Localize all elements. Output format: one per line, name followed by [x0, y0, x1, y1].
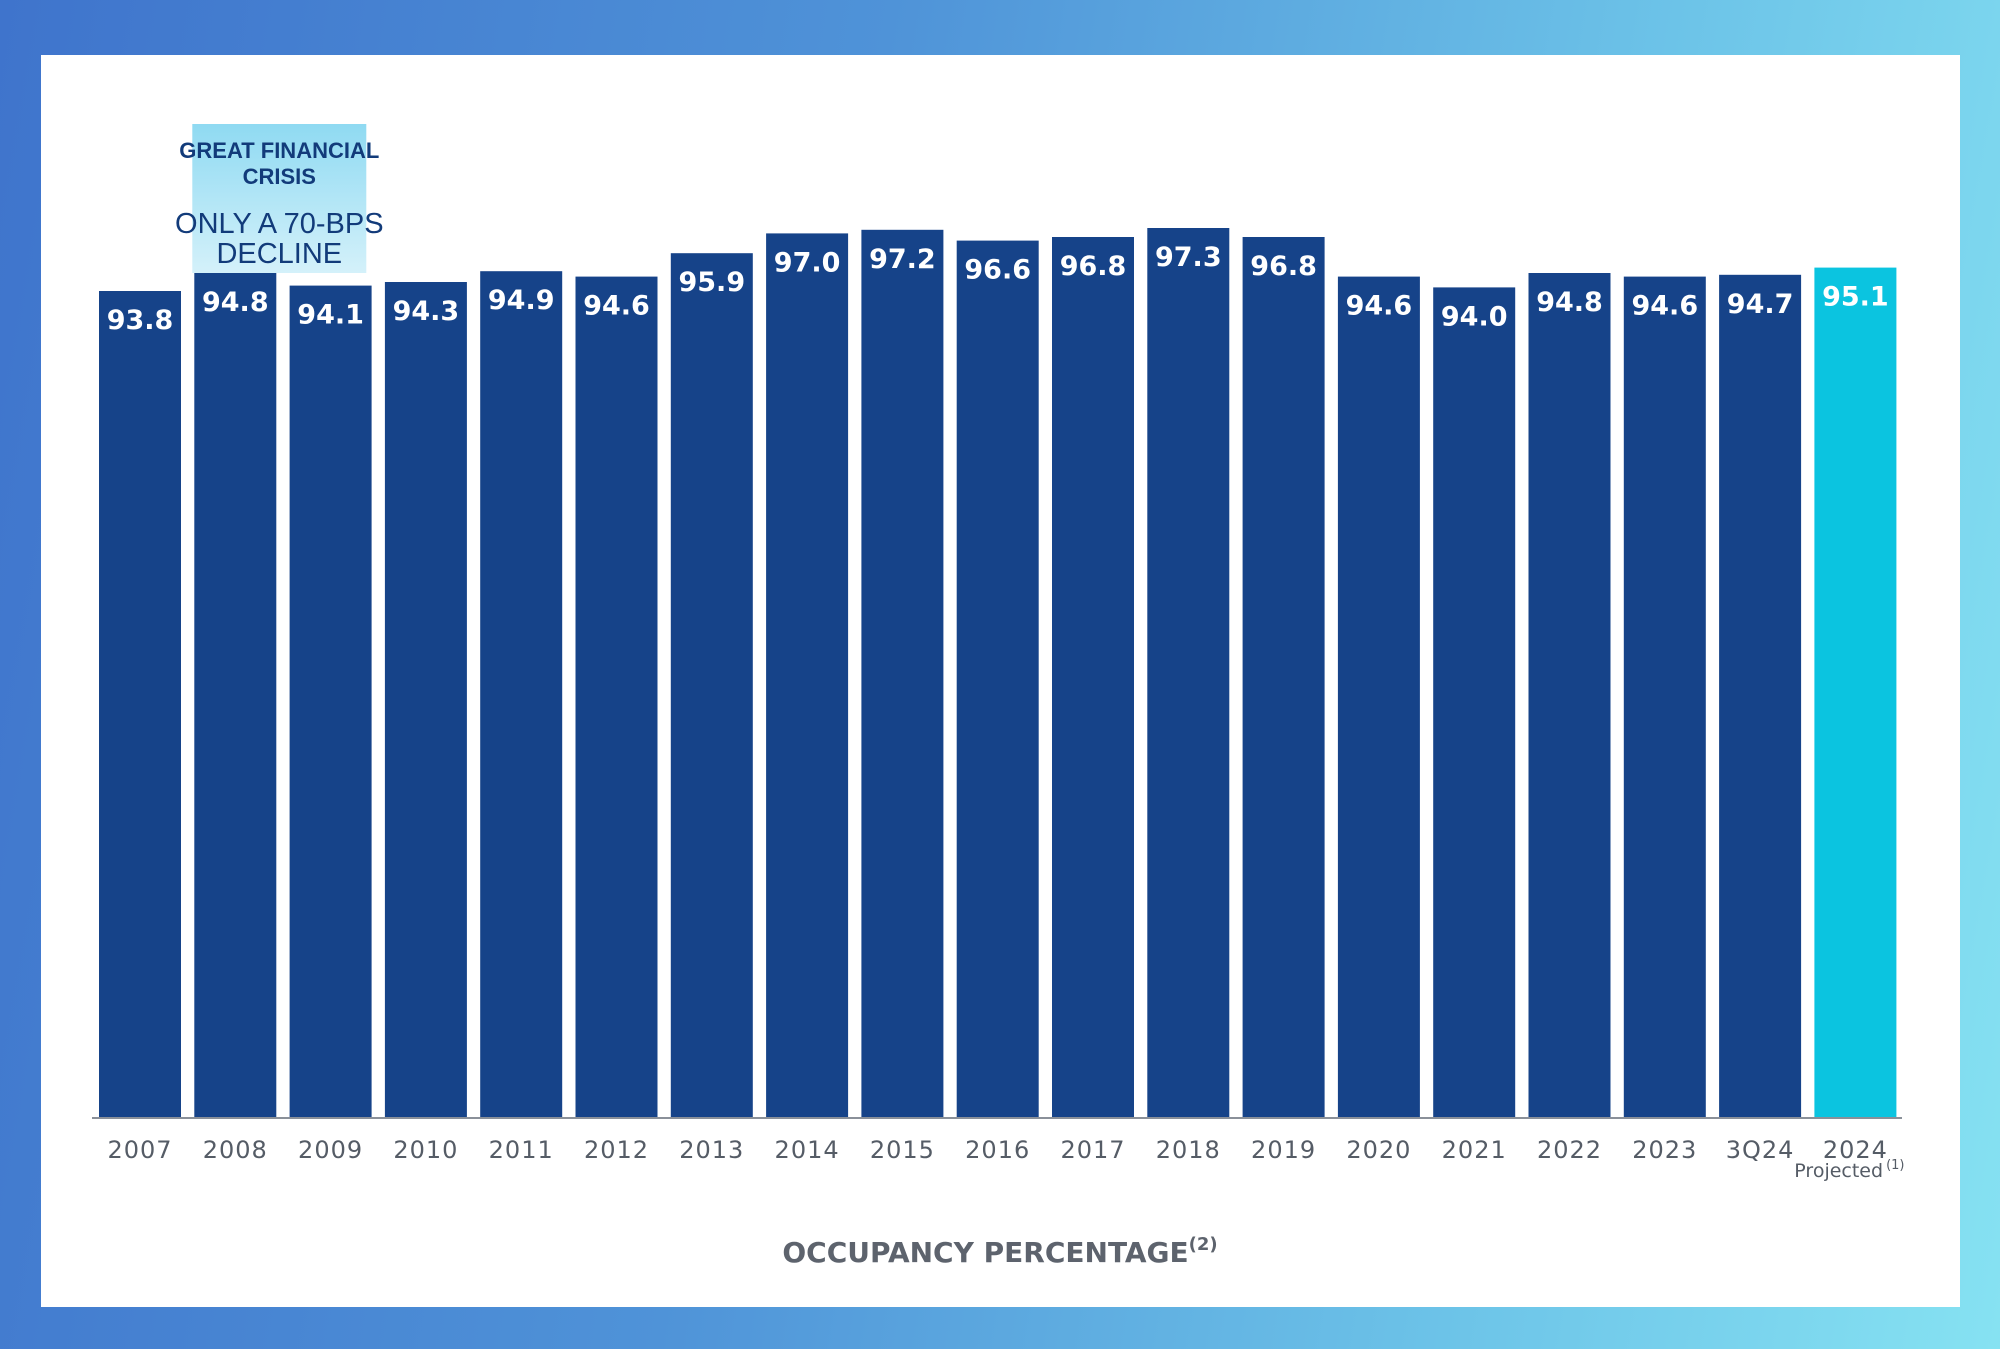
x-tick-2022: 2022: [1537, 1136, 1602, 1164]
x-tick-2010: 2010: [393, 1136, 458, 1164]
bar-2022: [1528, 273, 1611, 1117]
x-tick-2020: 2020: [1346, 1136, 1411, 1164]
x-axis-ticks: 2007 2008 2009 2010 2011 2012 2013 2014 2015 2016…: [107, 1136, 1904, 1182]
value-label-2017: 96.8: [1060, 251, 1127, 282]
value-label-2016: 96.6: [964, 255, 1031, 286]
annotation-title-line-2: CRISIS: [243, 164, 316, 189]
bar-2017: [1052, 237, 1134, 1117]
bar-2018: [1147, 228, 1230, 1117]
bar-2014: [766, 233, 849, 1117]
value-label-2021: 94.0: [1441, 301, 1508, 332]
x-tick-2013: 2013: [679, 1136, 744, 1164]
value-label-2010: 94.3: [393, 296, 460, 327]
x-tick-2016: 2016: [965, 1136, 1030, 1164]
value-label-2018: 97.3: [1155, 242, 1222, 273]
x-tick-2017: 2017: [1060, 1136, 1125, 1164]
value-label-2012: 94.6: [583, 291, 650, 322]
value-label-2014: 97.0: [774, 247, 841, 278]
bar-2015: [861, 229, 944, 1118]
value-label-2019: 96.8: [1250, 251, 1317, 282]
x-tick-2015: 2015: [870, 1136, 935, 1164]
x-tick-2014: 2014: [775, 1136, 840, 1164]
bar-2023: [1623, 276, 1706, 1118]
bar-2008: [194, 273, 277, 1117]
x-tick-2007: 2007: [107, 1136, 172, 1164]
projected-text: Projected: [1794, 1160, 1883, 1182]
projected-superscript: (1): [1886, 1158, 1904, 1173]
x-tick-2023: 2023: [1632, 1136, 1697, 1164]
annotation-body-line-2: DECLINE: [216, 238, 342, 270]
gfc-annotation: GREAT FINANCIAL CRISIS ONLY A 70-BPS DEC…: [175, 124, 384, 273]
bar-2020: [1337, 276, 1420, 1118]
bar-2010: [384, 282, 467, 1117]
chart-caption: OCCUPANCY PERCENTAGE(2): [782, 1234, 1217, 1269]
x-tick-2018: 2018: [1156, 1136, 1221, 1164]
caption-label: OCCUPANCY PERCENTAGE: [782, 1236, 1188, 1269]
bar-3Q24: [1719, 274, 1802, 1117]
x-tick-2012: 2012: [584, 1136, 649, 1164]
bar-2011: [480, 271, 563, 1117]
value-label-2024: 95.1: [1822, 282, 1889, 313]
bar-2016: [956, 240, 1039, 1118]
value-label-2022: 94.8: [1536, 287, 1603, 318]
x-tick-2019: 2019: [1251, 1136, 1316, 1164]
bar-2007: [99, 291, 181, 1117]
bars-group: 93.8 94.8 94.1 94.3 94.9 94.6 95.9 97.0 97.2 96.6…: [99, 228, 1897, 1118]
value-label-2013: 95.9: [678, 267, 745, 298]
x-tick-2009: 2009: [298, 1136, 363, 1164]
value-label-2011: 94.9: [488, 285, 555, 316]
value-label-2015: 97.2: [869, 244, 936, 275]
value-label-2020: 94.6: [1346, 291, 1413, 322]
annotation-background: [192, 124, 367, 273]
x-tick-3Q24: 3Q24: [1726, 1136, 1795, 1164]
x-tick-sublabel-projected: Projected (1): [1794, 1158, 1904, 1182]
bar-2024: [1814, 267, 1897, 1118]
value-label-3Q24: 94.7: [1727, 289, 1794, 320]
x-tick-2008: 2008: [203, 1136, 268, 1164]
bar-2019: [1242, 237, 1325, 1117]
bar-2021: [1433, 287, 1516, 1117]
value-label-2008: 94.8: [202, 287, 269, 318]
annotation-body-line-1: ONLY A 70-BPS: [175, 208, 384, 240]
value-label-2007: 93.8: [107, 305, 174, 336]
value-label-2023: 94.6: [1631, 291, 1698, 322]
bar-2012: [575, 276, 658, 1118]
annotation-title-line-1: GREAT FINANCIAL: [179, 138, 379, 163]
bar-2013: [670, 253, 753, 1117]
x-tick-2011: 2011: [489, 1136, 554, 1164]
value-label-2009: 94.1: [297, 300, 364, 331]
x-tick-2024: 2024: [1823, 1136, 1888, 1164]
caption-superscript: (2): [1189, 1234, 1218, 1255]
bar-2009: [289, 285, 372, 1118]
x-tick-2021: 2021: [1442, 1136, 1507, 1164]
